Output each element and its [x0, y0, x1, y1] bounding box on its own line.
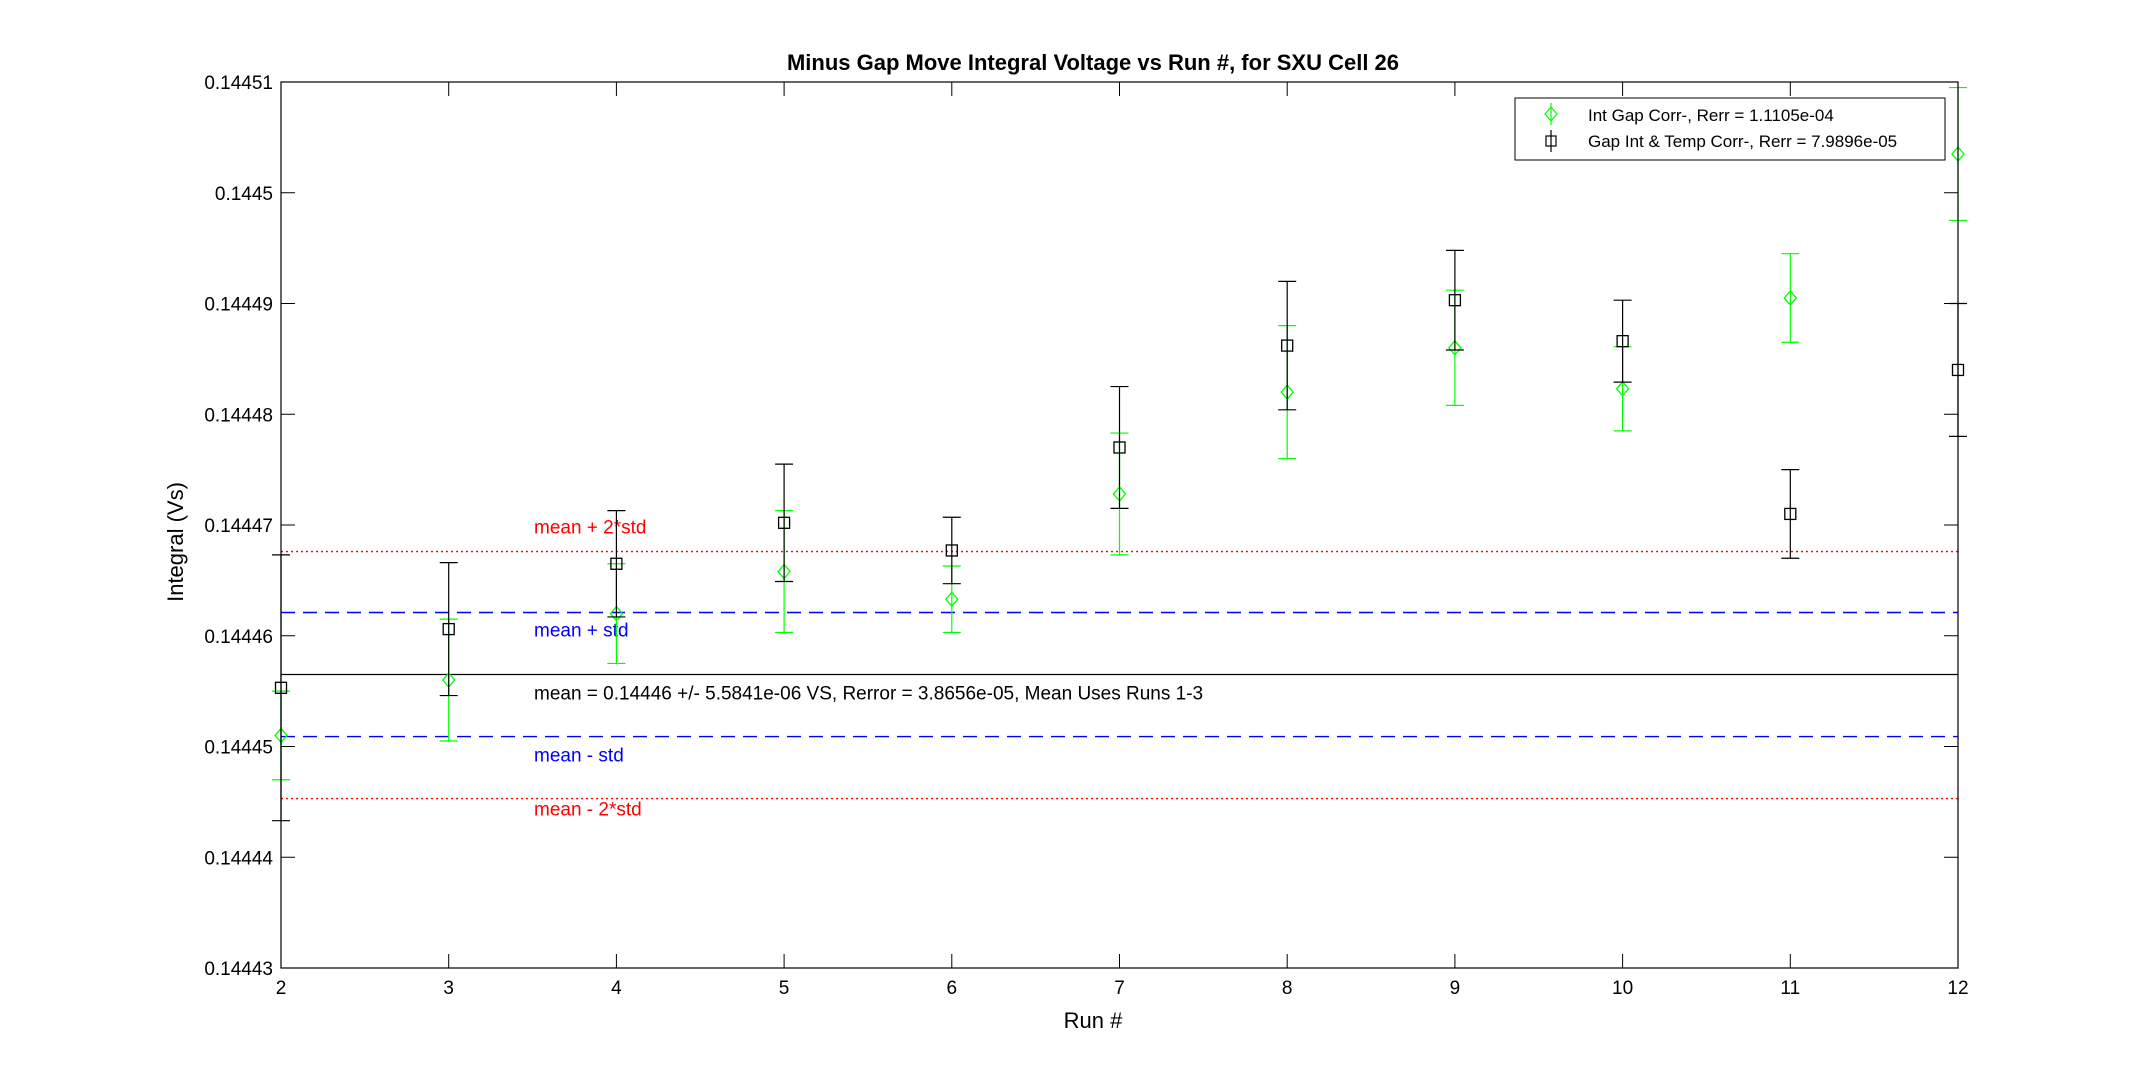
data-point	[442, 622, 455, 636]
data-point	[777, 516, 791, 529]
legend: Int Gap Corr-, Rerr = 1.1105e-04 Gap Int…	[1514, 97, 1946, 161]
chart-title: Minus Gap Move Integral Voltage vs Run #…	[787, 50, 1399, 75]
data-point	[1448, 339, 1462, 356]
x-tick-label: 8	[1282, 978, 1293, 999]
x-tick-label: 9	[1450, 978, 1461, 999]
data-point	[945, 544, 958, 557]
reference-line-label: mean - 2*std	[534, 800, 642, 821]
data-point	[609, 605, 624, 622]
x-tick-label: 4	[611, 978, 622, 999]
y-tick-label: 0.14451	[204, 73, 273, 94]
data-point	[1784, 507, 1797, 521]
x-axis-label: Run #	[1064, 1008, 1123, 1033]
reference-line-label: mean + 2*std	[534, 518, 647, 539]
legend-box	[1514, 97, 1946, 161]
legend-marker-series-2	[1545, 135, 1557, 147]
x-tick-label: 12	[1947, 978, 1968, 999]
y-axis-label: Integral (Vs)	[163, 482, 188, 602]
y-tick-label: 0.14445	[204, 738, 273, 759]
x-tick-label: 5	[779, 978, 790, 999]
data-point	[610, 557, 623, 570]
data-point	[1616, 335, 1629, 348]
y-tick-label: 0.14449	[204, 295, 273, 316]
legend-entry-series-2: Gap Int & Temp Corr-, Rerr = 7.9896e-05	[1545, 130, 1897, 152]
y-tick-label: 0.14444	[204, 848, 273, 869]
x-tick-label: 10	[1612, 978, 1633, 999]
reference-line-label: mean + std	[534, 620, 629, 641]
x-tick-label: 6	[947, 978, 958, 999]
plot-area: 2 3 4 5 6 7 8 9 10 11 12 0.14443 0.14444 0.14445 0.144…	[204, 73, 1968, 999]
legend-entry-series-1: Int Gap Corr-, Rerr = 1.1105e-04	[1544, 103, 1834, 125]
y-tick-label: 0.14448	[204, 405, 273, 426]
legend-marker-series-1	[1544, 106, 1558, 122]
reference-line-label: mean - std	[534, 746, 624, 767]
legend-label-series-1: Int Gap Corr-, Rerr = 1.1105e-04	[1588, 106, 1834, 125]
data-point	[1448, 294, 1462, 307]
y-tick-label: 0.14446	[204, 627, 273, 648]
x-tick-label: 2	[276, 978, 287, 999]
data-point	[944, 591, 959, 608]
data-point	[1281, 339, 1294, 352]
data-point	[1615, 380, 1630, 397]
y-tick-label: 0.14447	[204, 516, 273, 537]
data-point	[1113, 441, 1126, 454]
reference-line-label: mean = 0.14446 +/- 5.5841e-06 VS, Rerror…	[534, 684, 1203, 705]
x-tick-label: 3	[443, 978, 454, 999]
plot-frame	[280, 81, 1959, 969]
x-tick-label: 7	[1114, 978, 1125, 999]
y-tick-label: 0.14443	[204, 959, 273, 980]
x-tick-label: 11	[1780, 978, 1800, 999]
legend-label-series-2: Gap Int & Temp Corr-, Rerr = 7.9896e-05	[1588, 132, 1897, 151]
y-tick-label: 0.1445	[215, 184, 273, 205]
data-point	[1783, 289, 1798, 306]
